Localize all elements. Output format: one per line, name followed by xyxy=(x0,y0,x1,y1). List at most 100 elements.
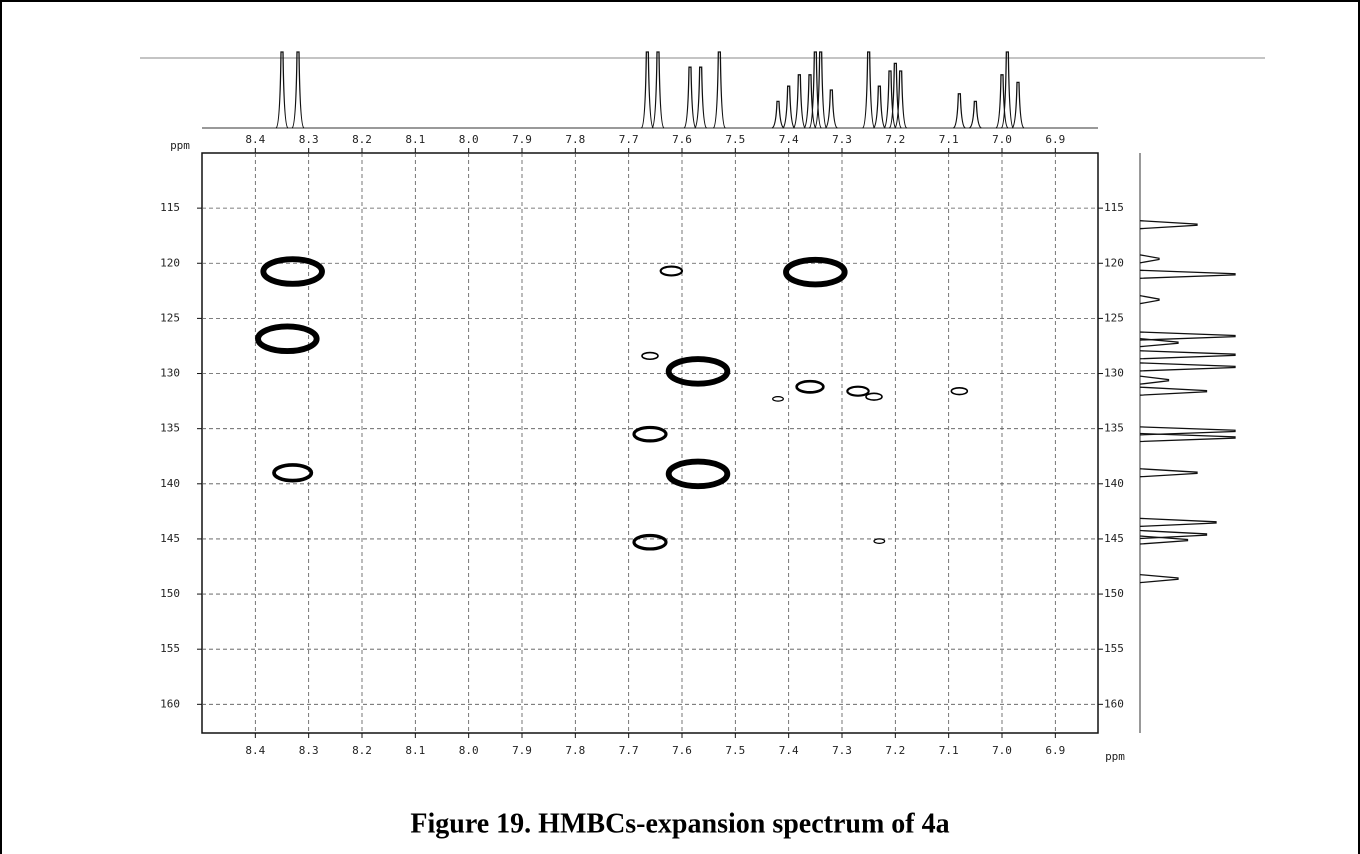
x-tick-label: 7.4 xyxy=(779,133,799,146)
cross-peak xyxy=(659,265,684,277)
x-axis-label-top: ppm xyxy=(170,139,190,152)
cross-peak xyxy=(795,379,825,394)
x-tick-label: 7.6 xyxy=(672,133,692,146)
x-tick-label: 7.5 xyxy=(725,744,745,757)
top-trace-peak xyxy=(968,100,982,129)
y-tick-label: 125 xyxy=(160,311,180,324)
y-tick-label: 140 xyxy=(160,477,180,490)
cross-peak xyxy=(255,323,320,355)
right-trace-peak xyxy=(1139,350,1236,360)
top-trace-peak xyxy=(683,66,697,129)
plot-frame xyxy=(201,152,1099,734)
right-trace-peak xyxy=(1139,517,1217,528)
x-tick-label: 7.1 xyxy=(939,744,959,757)
x-tick-label: 7.0 xyxy=(992,133,1012,146)
top-trace-peak xyxy=(824,89,838,129)
right-trace-peak xyxy=(1139,362,1236,372)
cross-peak xyxy=(950,387,969,396)
top-trace-peak xyxy=(792,74,806,129)
cross-peak xyxy=(632,425,668,443)
top-trace-peak xyxy=(712,51,726,129)
cross-peak xyxy=(665,458,731,490)
x-tick-label: 7.0 xyxy=(992,744,1012,757)
top-trace-peak xyxy=(872,85,886,129)
right-trace-peak xyxy=(1139,331,1236,341)
right-trace-peak xyxy=(1139,535,1189,545)
y-tick-label: 120 xyxy=(1104,256,1124,269)
y-tick-label: 130 xyxy=(1104,367,1124,380)
right-trace-peak xyxy=(1139,386,1208,396)
top-trace-peak xyxy=(291,51,305,129)
y-tick-label: 150 xyxy=(160,587,180,600)
top-trace-peak xyxy=(883,70,897,129)
top-trace-peak xyxy=(862,51,876,129)
top-trace-peak xyxy=(814,51,828,129)
y-tick-label: 130 xyxy=(160,367,180,380)
x-tick-label: 8.1 xyxy=(405,744,425,757)
y-tick-label: 150 xyxy=(1104,587,1124,600)
x-tick-label: 7.5 xyxy=(725,133,745,146)
cross-peak xyxy=(641,351,659,361)
y-tick-label: 140 xyxy=(1104,477,1124,490)
y-tick-label: 135 xyxy=(1104,422,1124,435)
right-trace-peak xyxy=(1139,529,1208,540)
cross-peak xyxy=(873,538,886,544)
y-tick-label: 125 xyxy=(1104,311,1124,324)
cross-peak xyxy=(772,396,784,402)
y-tick-label: 120 xyxy=(160,256,180,269)
right-trace-peak xyxy=(1139,269,1236,279)
x-tick-label: 8.4 xyxy=(245,133,265,146)
x-axis-label-bottom: ppm xyxy=(1105,750,1125,763)
x-tick-label: 8.3 xyxy=(299,744,319,757)
top-trace-peak xyxy=(995,74,1009,129)
x-tick-label: 8.3 xyxy=(299,133,319,146)
x-tick-label: 7.6 xyxy=(672,744,692,757)
right-trace-peak xyxy=(1139,375,1170,385)
top-trace-peak xyxy=(651,51,665,129)
x-tick-label: 7.3 xyxy=(832,133,852,146)
x-tick-label: 8.2 xyxy=(352,133,372,146)
x-tick-label: 8.0 xyxy=(459,744,479,757)
right-trace-peak xyxy=(1139,573,1179,584)
right-trace-peak xyxy=(1139,220,1198,230)
top-trace-peak xyxy=(803,74,817,129)
x-tick-label: 6.9 xyxy=(1045,744,1065,757)
y-tick-label: 135 xyxy=(160,422,180,435)
top-trace-peak xyxy=(275,51,289,129)
right-trace-peak xyxy=(1139,426,1236,436)
right-trace-peak xyxy=(1139,468,1198,478)
right-trace-peak xyxy=(1139,254,1160,264)
y-tick-label: 145 xyxy=(1104,532,1124,545)
x-tick-label: 8.4 xyxy=(245,744,265,757)
x-tick-label: 7.7 xyxy=(619,744,639,757)
y-tick-label: 155 xyxy=(160,642,180,655)
x-tick-label: 7.8 xyxy=(565,133,585,146)
cross-peak xyxy=(865,392,883,401)
y-tick-label: 145 xyxy=(160,532,180,545)
cross-peak xyxy=(665,356,731,387)
y-tick-label: 155 xyxy=(1104,642,1124,655)
cross-peak xyxy=(783,256,848,288)
top-trace-peak xyxy=(694,66,708,129)
cross-peak xyxy=(260,256,325,287)
top-trace-peak xyxy=(1011,81,1025,129)
cross-peak xyxy=(272,463,314,483)
x-tick-label: 7.8 xyxy=(565,744,585,757)
top-trace-peak xyxy=(894,70,908,129)
top-trace-peak xyxy=(808,51,822,129)
x-tick-label: 7.9 xyxy=(512,744,532,757)
x-tick-label: 7.2 xyxy=(885,744,905,757)
top-trace-peak xyxy=(782,85,796,129)
top-trace-peak xyxy=(888,62,902,129)
top-trace-peak xyxy=(771,100,785,129)
x-tick-label: 8.0 xyxy=(459,133,479,146)
top-trace-peak xyxy=(952,93,966,129)
x-tick-label: 7.3 xyxy=(832,744,852,757)
y-tick-label: 160 xyxy=(160,697,180,710)
x-tick-label: 6.9 xyxy=(1045,133,1065,146)
top-trace-peak xyxy=(1000,51,1014,129)
cross-peak xyxy=(632,533,668,551)
